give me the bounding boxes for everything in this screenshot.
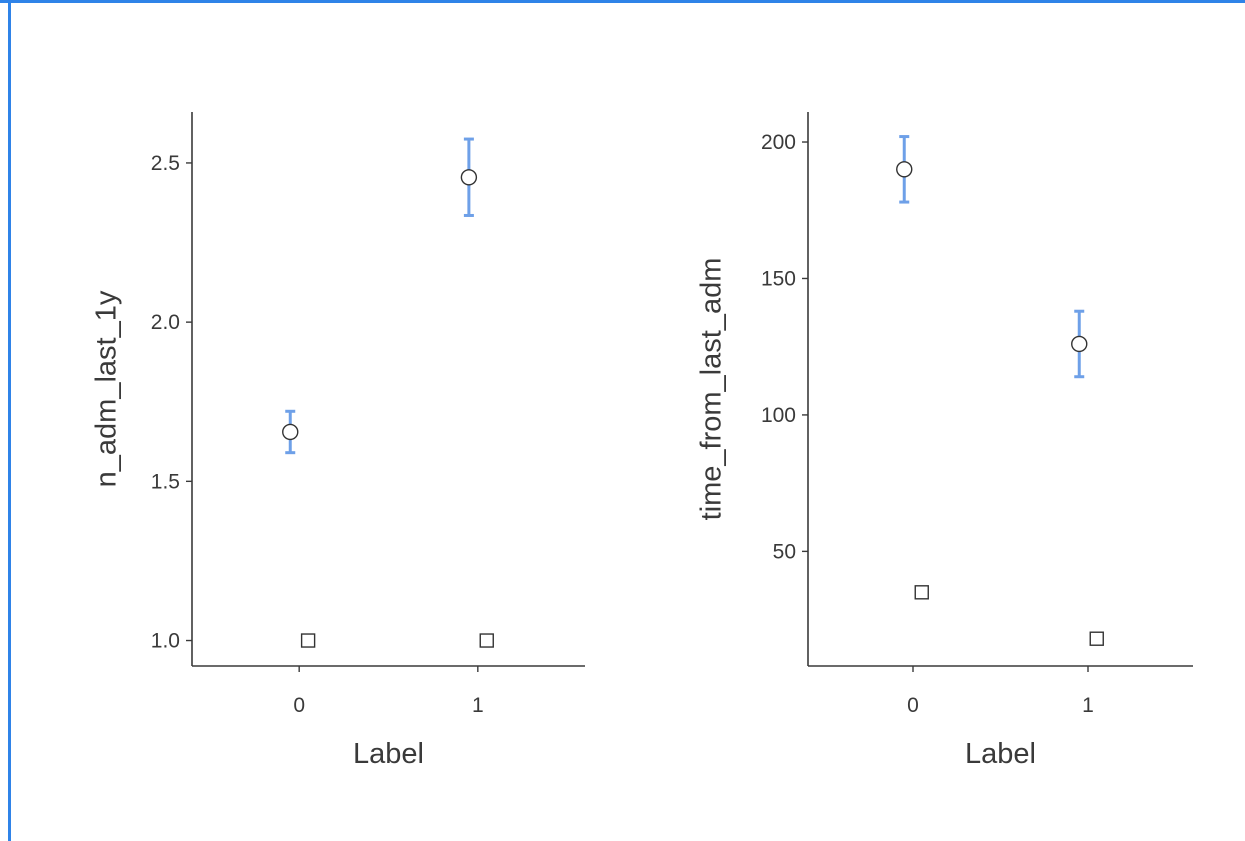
x-tick-label: 0 <box>907 694 919 717</box>
y-tick-label: 1.5 <box>151 470 180 493</box>
mean-point <box>1071 335 1088 353</box>
y-tick-label: 1.0 <box>151 630 180 653</box>
median-point <box>300 633 316 648</box>
screenshot-frame-top <box>0 0 1245 3</box>
y-tick-label: 2.0 <box>151 311 180 334</box>
median-point <box>914 585 929 600</box>
y-tick-label: 50 <box>773 540 796 563</box>
x-tick-label: 1 <box>472 694 484 717</box>
y-axis-title: n_adm_last_1y <box>91 290 123 487</box>
median-point <box>479 633 494 648</box>
y-axis-title: time_from_last_adm <box>696 258 728 521</box>
median-point <box>1089 631 1104 646</box>
x-tick-label: 0 <box>293 694 305 717</box>
y-tick-label: 100 <box>761 404 796 427</box>
y-tick-label: 200 <box>761 131 796 154</box>
y-tick-label: 2.5 <box>151 152 180 175</box>
mean-point <box>896 161 913 178</box>
y-tick-label: 150 <box>761 267 796 290</box>
chart-panel-n-adm-last-1y: Label n_adm_last_1y 1.0 1.5 2.0 2.5 0 1 <box>91 112 585 770</box>
x-axis-title: Label <box>353 738 424 770</box>
chart-panel-time-from-last-adm: Label time_from_last_adm 50 100 150 200 0 1 <box>696 112 1193 770</box>
x-axis-title: Label <box>965 738 1036 770</box>
screenshot-frame-left <box>8 0 11 841</box>
mean-point <box>282 423 299 441</box>
x-tick-label: 1 <box>1082 694 1094 717</box>
mean-point <box>460 169 478 186</box>
